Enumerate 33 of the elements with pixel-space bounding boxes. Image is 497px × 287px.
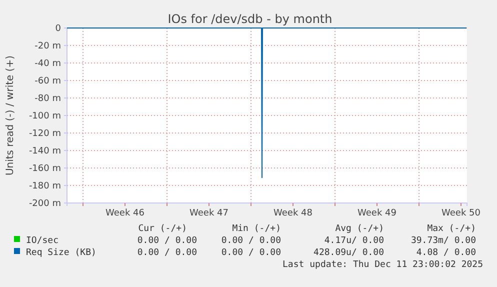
legend-label: Req Size (KB) <box>26 248 96 258</box>
text: 39.73m/ 0.00 <box>410 236 476 246</box>
text: 428.09u/ 0.00 <box>314 248 384 258</box>
text: Min (-/+) <box>232 224 281 234</box>
chart-title: IOs for /dev/sdb - by month <box>168 12 332 26</box>
x-tick-label: Week 50 <box>442 208 481 218</box>
y-tick-label: 0 <box>55 24 62 34</box>
y-axis-title: Units read (-) / write (+) <box>5 55 16 176</box>
text: 4.08 / 0.00 <box>416 248 476 258</box>
text: 0.00 / 0.00 <box>221 236 281 246</box>
text: Max (-/+) <box>427 224 476 234</box>
text: 4.17u/ 0.00 <box>324 236 384 246</box>
legend-label: IO/sec <box>26 236 59 246</box>
x-tick-label: Week 48 <box>274 208 313 218</box>
y-tick-label: -40 m <box>34 58 61 69</box>
y-tick-label: -160 m <box>28 164 61 174</box>
text: 0.00 / 0.00 <box>221 248 281 258</box>
text: Cur (-/+) <box>138 224 187 234</box>
y-tick-label: -180 m <box>28 181 61 192</box>
text: Avg (-/+) <box>335 224 384 234</box>
y-tick-label: -80 m <box>34 94 61 104</box>
y-tick-label: -60 m <box>34 76 61 86</box>
text: 0.00 / 0.00 <box>137 248 197 258</box>
y-tick-label: -20 m <box>34 41 61 52</box>
y-tick-label: -100 m <box>28 111 61 122</box>
x-tick-label: Week 49 <box>358 208 397 218</box>
y-tick-label: -140 m <box>28 146 61 156</box>
y-tick-label: -200 m <box>28 198 61 209</box>
x-tick-label: Week 46 <box>106 208 145 218</box>
y-tick-label: -120 m <box>28 128 61 139</box>
text: 0.00 / 0.00 <box>137 236 197 246</box>
x-tick-label: Week 47 <box>190 208 228 218</box>
text: Last update: Thu Dec 11 23:00:02 2025 <box>282 260 483 270</box>
